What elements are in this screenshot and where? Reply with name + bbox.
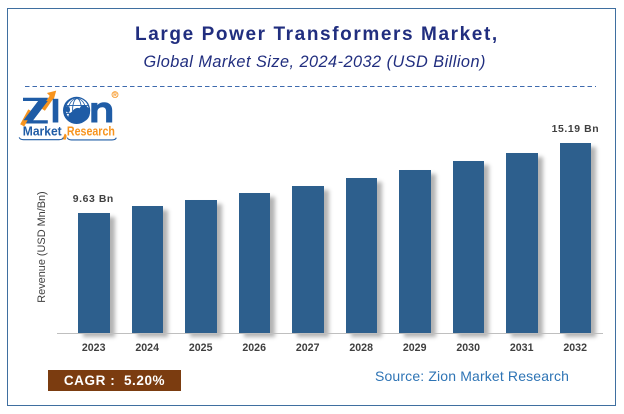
svg-text:Market: Market — [23, 125, 63, 139]
svg-text:R: R — [113, 92, 117, 98]
svg-text:Research: Research — [67, 125, 115, 139]
